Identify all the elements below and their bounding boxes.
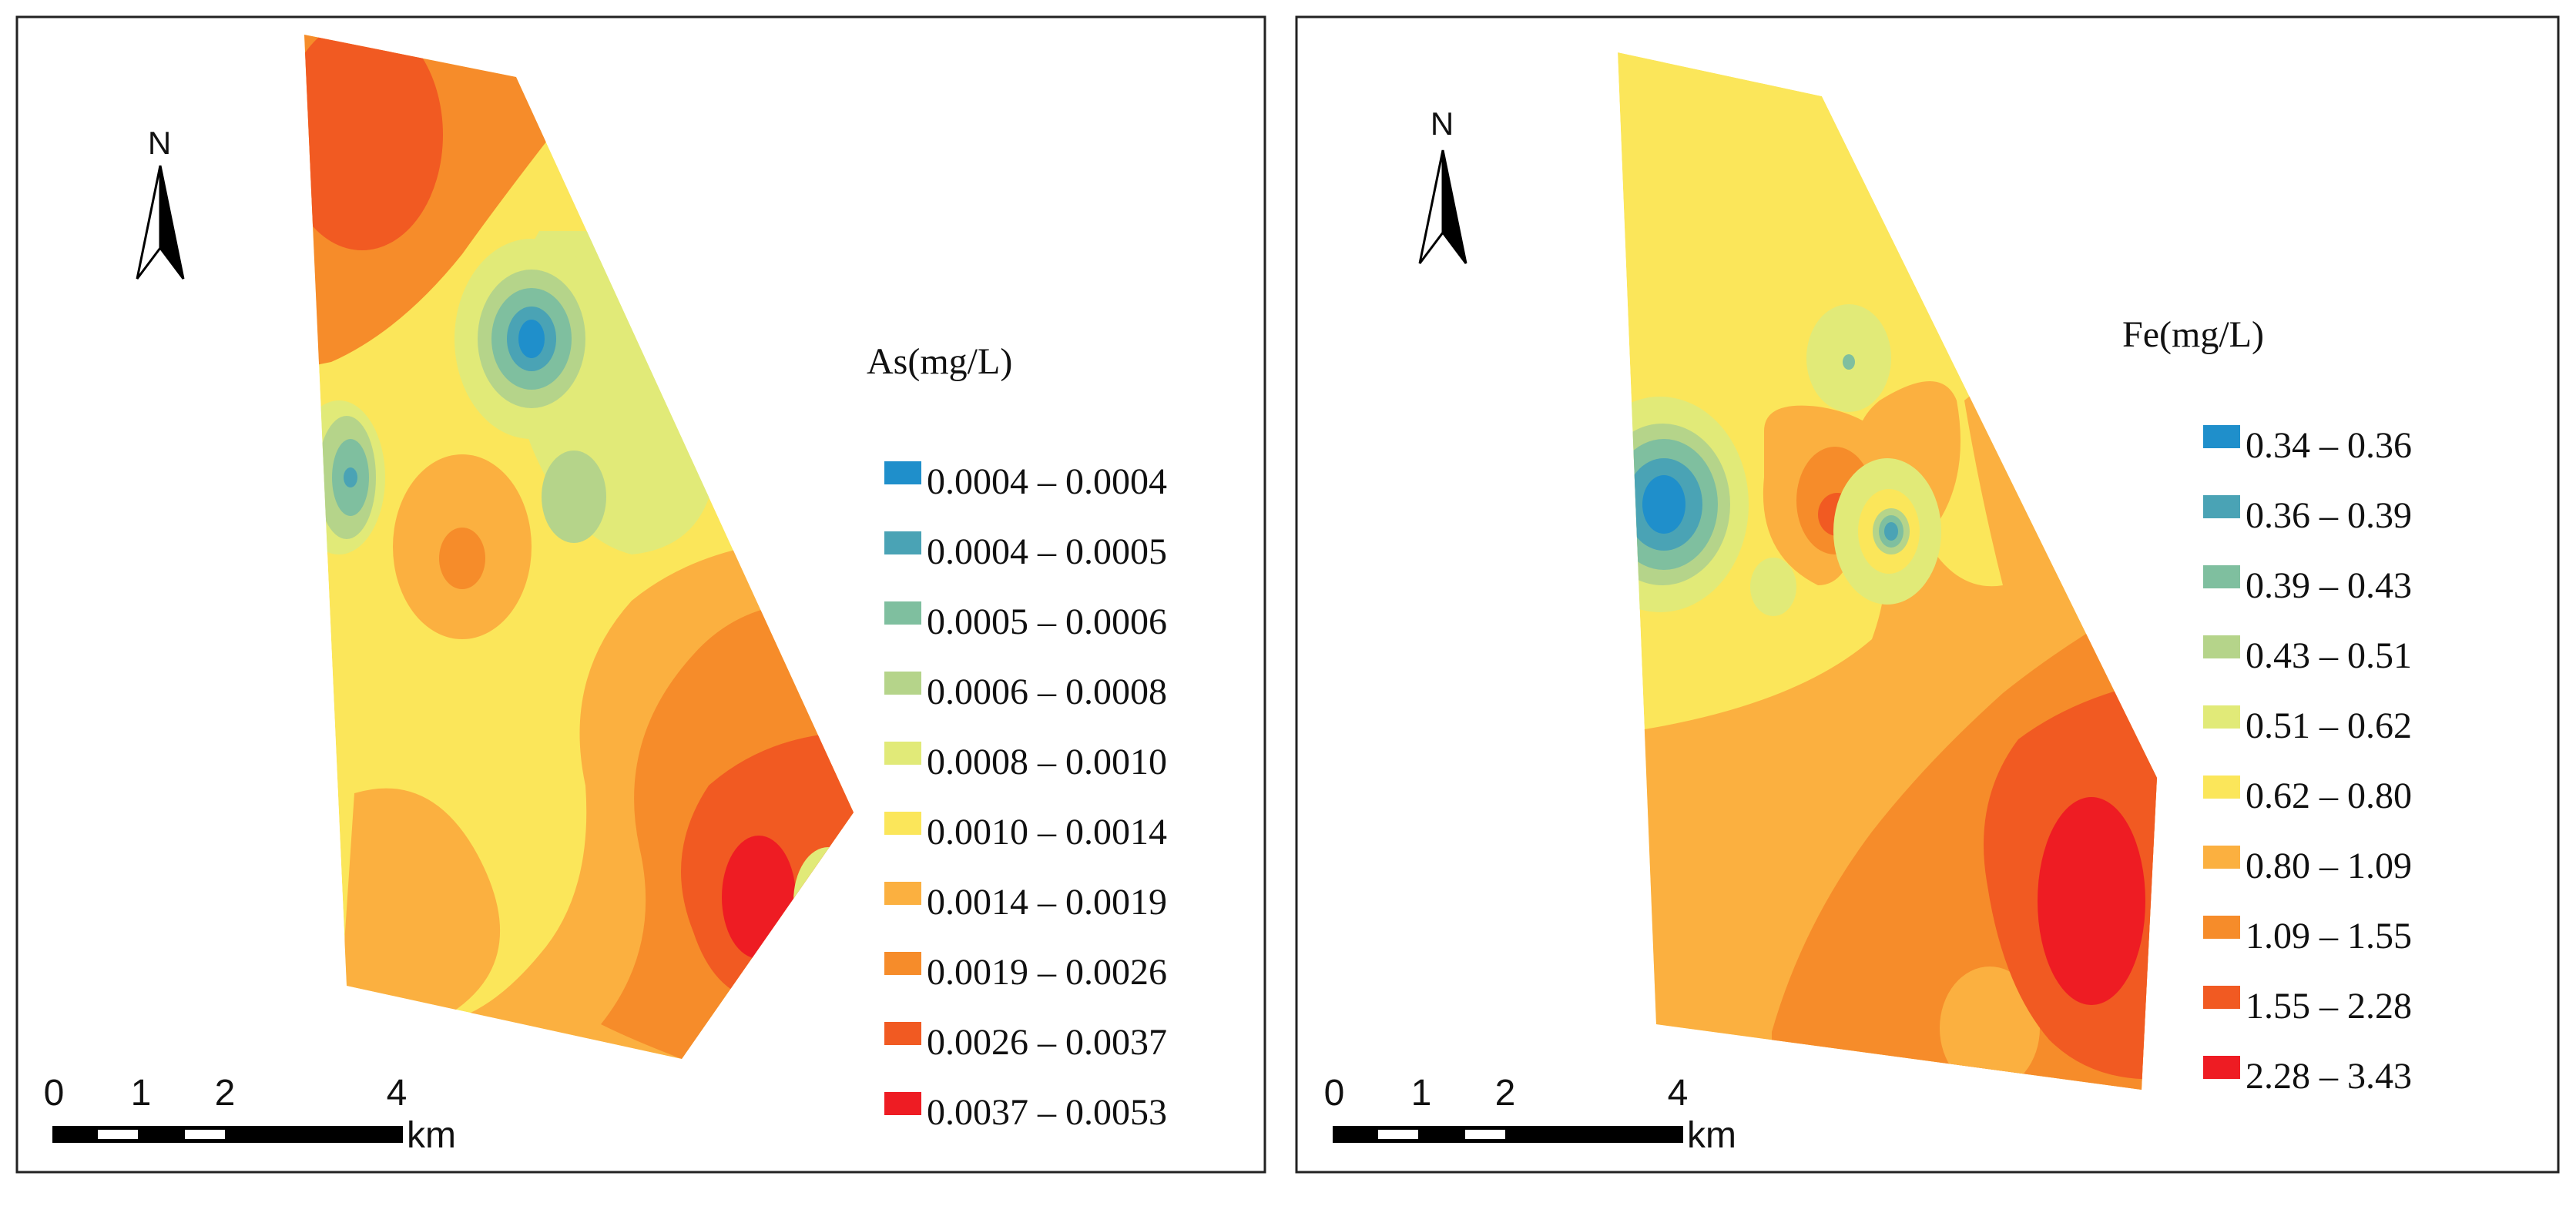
legend-label: 0.0019 – 0.0026 xyxy=(927,952,1167,993)
legend-label: 0.0014 – 0.0019 xyxy=(927,882,1167,923)
legend-as: As(mg/L) 0.0004 – 0.0004 0.0004 – 0.0005 0… xyxy=(867,341,1167,1133)
legend-label: 0.0010 – 0.0014 xyxy=(927,812,1167,853)
legend-label: 0.34 – 0.36 xyxy=(2246,425,2412,466)
map-as xyxy=(304,35,854,1059)
legend-swatch xyxy=(884,1092,921,1115)
legend-swatch xyxy=(2203,425,2240,448)
legend-title: As(mg/L) xyxy=(867,341,1012,382)
legend-label: 0.0008 – 0.0010 xyxy=(927,742,1167,782)
legend-label: 0.0004 – 0.0005 xyxy=(927,531,1167,572)
scale-unit: km xyxy=(1687,1115,1736,1156)
scale-tick: 1 xyxy=(1411,1073,1432,1114)
legend-label: 0.36 – 0.39 xyxy=(2246,495,2412,536)
legend-swatch xyxy=(2203,776,2240,799)
scale-tick: 2 xyxy=(1495,1073,1516,1114)
north-label: N xyxy=(148,125,171,161)
legend-label: 0.51 – 0.62 xyxy=(2246,705,2412,746)
legend-label: 0.0004 – 0.0004 xyxy=(927,461,1167,502)
legend-swatch xyxy=(884,601,921,625)
legend-fe: Fe(mg/L) 0.34 – 0.36 0.36 – 0.39 0.39 – 0.… xyxy=(2122,314,2412,1097)
scale-tick: 4 xyxy=(1668,1073,1689,1114)
legend-swatch xyxy=(884,952,921,975)
scale-unit: km xyxy=(407,1115,456,1156)
scale-tick: 0 xyxy=(44,1073,65,1114)
legend-label: 1.55 – 2.28 xyxy=(2246,986,2412,1027)
legend-title: Fe(mg/L) xyxy=(2122,314,2264,355)
scale-tick: 4 xyxy=(387,1073,408,1114)
north-label: N xyxy=(1431,106,1454,142)
legend-swatch xyxy=(884,812,921,835)
north-arrow-icon: N xyxy=(1418,106,1467,264)
legend-swatch xyxy=(884,461,921,484)
scale-tick: 1 xyxy=(131,1073,152,1114)
legend-label: 0.62 – 0.80 xyxy=(2246,776,2412,816)
north-arrow-icon: N xyxy=(136,125,185,280)
legend-swatch xyxy=(2203,565,2240,588)
legend-swatch xyxy=(2203,846,2240,869)
scale-bar-fe: 0 1 2 4 km xyxy=(1324,1073,1736,1156)
legend-label: 0.0037 – 0.0053 xyxy=(927,1092,1167,1133)
legend-swatch xyxy=(2203,495,2240,518)
legend-swatch xyxy=(884,1022,921,1045)
scale-bar-as: 0 1 2 4 km xyxy=(44,1073,456,1156)
legend-swatch xyxy=(884,531,921,554)
legend-swatch xyxy=(884,742,921,765)
legend-swatch xyxy=(2203,1056,2240,1079)
map-fe xyxy=(1618,52,2157,1090)
legend-label: 0.0006 – 0.0008 xyxy=(927,672,1167,712)
legend-label: 1.09 – 1.55 xyxy=(2246,916,2412,956)
legend-label: 0.80 – 1.09 xyxy=(2246,846,2412,886)
legend-swatch xyxy=(2203,986,2240,1009)
scale-tick: 2 xyxy=(215,1073,236,1114)
scale-tick: 0 xyxy=(1324,1073,1345,1114)
legend-label: 0.39 – 0.43 xyxy=(2246,565,2412,606)
legend-label: 0.0026 – 0.0037 xyxy=(927,1022,1167,1063)
legend-swatch xyxy=(2203,705,2240,729)
legend-swatch xyxy=(2203,635,2240,658)
legend-label: 0.0005 – 0.0006 xyxy=(927,601,1167,642)
legend-swatch xyxy=(884,882,921,905)
legend-swatch xyxy=(2203,916,2240,939)
legend-swatch xyxy=(884,672,921,695)
legend-label: 0.43 – 0.51 xyxy=(2246,635,2412,676)
legend-label: 2.28 – 3.43 xyxy=(2246,1056,2412,1097)
